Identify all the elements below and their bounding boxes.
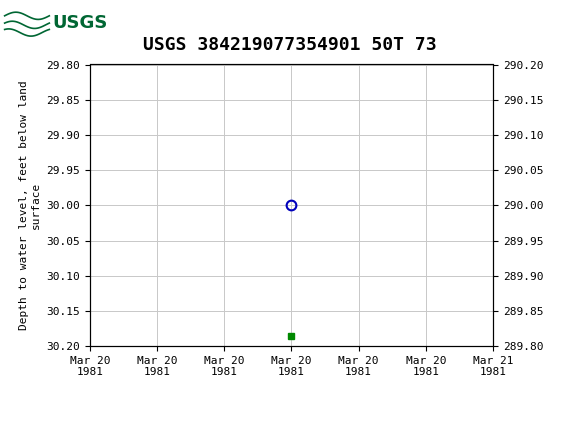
Y-axis label: Depth to water level, feet below land
surface: Depth to water level, feet below land su… [19,80,41,330]
Bar [3,3,102,42]
Text: USGS: USGS [52,14,107,31]
Text: USGS 384219077354901 50T 73: USGS 384219077354901 50T 73 [143,36,437,54]
